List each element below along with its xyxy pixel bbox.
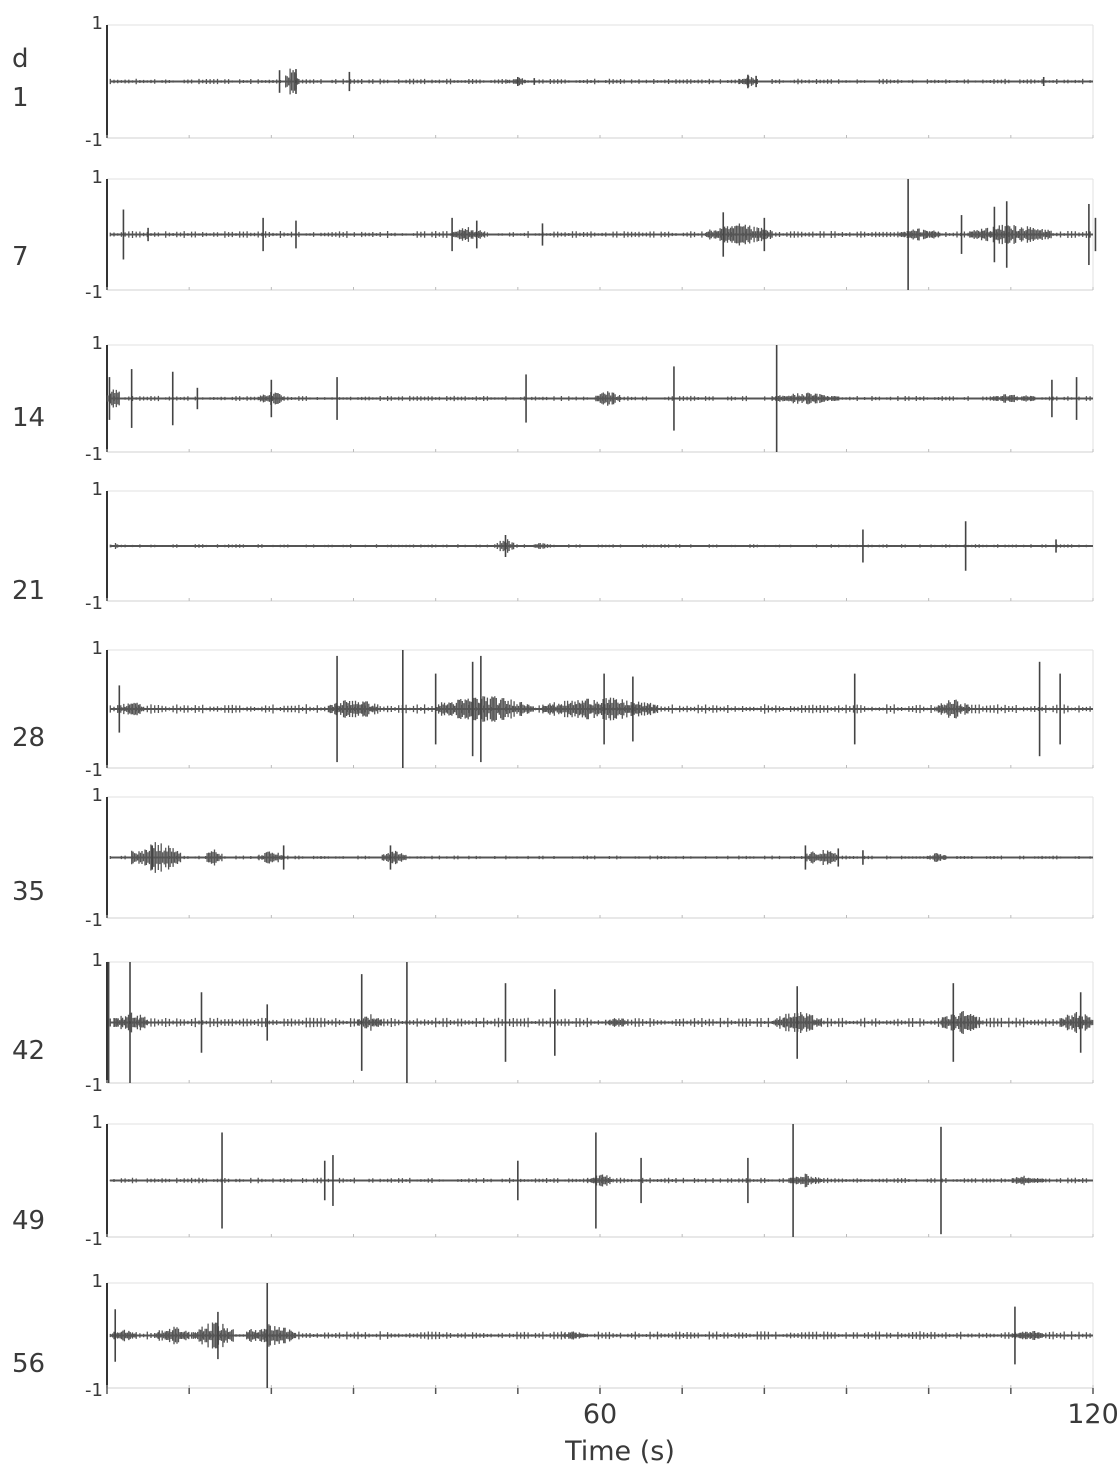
panel-7: 1 -1 7 bbox=[12, 167, 1097, 303]
day-header: d bbox=[12, 44, 29, 74]
y-tick-label: 1 bbox=[92, 167, 103, 188]
x-axis-label: Time (s) bbox=[564, 1436, 675, 1467]
y-tick-label: 1 bbox=[92, 1271, 103, 1292]
x-tick-label: 120 bbox=[1067, 1399, 1117, 1430]
y-tick-label: -1 bbox=[85, 1380, 103, 1401]
trace-activity bbox=[106, 389, 1091, 408]
panel-14: 1 -1 14 bbox=[12, 333, 1094, 465]
panel-28: 1 -1 28 bbox=[12, 638, 1094, 781]
y-tick-label: 1 bbox=[92, 479, 103, 500]
trace-activity bbox=[109, 1173, 1091, 1188]
row-label: 56 bbox=[12, 1349, 45, 1379]
y-tick-label: 1 bbox=[92, 1112, 103, 1133]
y-tick-label: 1 bbox=[92, 785, 103, 806]
y-tick-label: 1 bbox=[92, 638, 103, 659]
trace-activity bbox=[109, 223, 1091, 246]
panel-42: 1 -1 42 bbox=[12, 950, 1094, 1096]
x-axis: 60 120 Time (s) bbox=[106, 1388, 1117, 1467]
trace-activity bbox=[109, 842, 1091, 873]
y-tick-label: -1 bbox=[85, 760, 103, 781]
trace-activity bbox=[109, 696, 1091, 722]
row-label: 14 bbox=[12, 403, 45, 433]
trace-activity bbox=[109, 68, 1091, 95]
trace-activity bbox=[109, 1322, 1091, 1349]
panel-35: 1 -1 35 bbox=[12, 785, 1094, 931]
y-tick-label: -1 bbox=[85, 1229, 103, 1250]
y-tick-label: -1 bbox=[85, 282, 103, 303]
x-tick-label: 60 bbox=[583, 1399, 617, 1430]
trace-activity bbox=[109, 539, 1091, 553]
row-label: 35 bbox=[12, 877, 45, 907]
y-tick-label: 1 bbox=[92, 13, 103, 34]
panel-49: 1 -1 49 bbox=[12, 1112, 1094, 1250]
panel-21: 1 -1 21 bbox=[12, 479, 1094, 614]
y-tick-label: -1 bbox=[85, 910, 103, 931]
y-tick-label: 1 bbox=[92, 950, 103, 971]
y-tick-label: -1 bbox=[85, 444, 103, 465]
panel-1: 1 -1 1 bbox=[12, 13, 1094, 151]
y-tick-label: -1 bbox=[85, 1075, 103, 1096]
row-label: 21 bbox=[12, 576, 45, 606]
row-label: 49 bbox=[12, 1206, 45, 1236]
row-label: 28 bbox=[12, 723, 45, 753]
panel-56: 1 -1 56 bbox=[12, 1271, 1094, 1401]
y-tick-label: -1 bbox=[85, 130, 103, 151]
trace-activity bbox=[109, 1011, 1094, 1034]
row-label: 42 bbox=[12, 1036, 45, 1066]
row-label: 1 bbox=[12, 83, 29, 113]
y-tick-label: 1 bbox=[92, 333, 103, 354]
row-label: 7 bbox=[12, 242, 29, 272]
y-tick-label: -1 bbox=[85, 593, 103, 614]
